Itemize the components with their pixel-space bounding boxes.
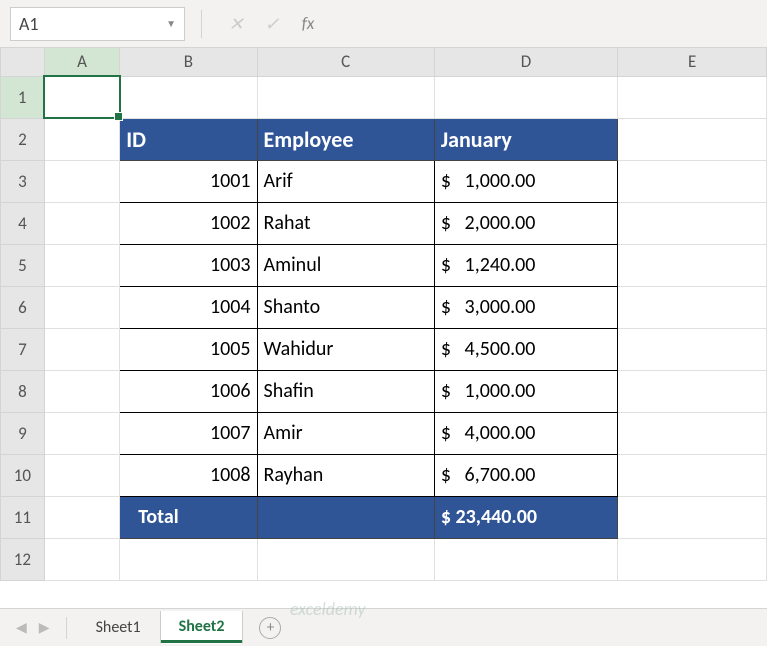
sheet-tabs-bar: ◀ ▶ Sheet1Sheet2 +	[0, 608, 767, 646]
cell-D9[interactable]: $ 4,000.00	[434, 412, 617, 454]
sheet-tab-sheet2[interactable]: Sheet2	[160, 611, 244, 644]
cell-E6[interactable]	[618, 286, 767, 328]
fx-icon[interactable]: fx	[290, 7, 326, 41]
cell-E8[interactable]	[618, 370, 767, 412]
column-header-B[interactable]: B	[120, 48, 257, 76]
cell-B10[interactable]: 1008	[120, 454, 257, 496]
cell-C6[interactable]: Shanto	[257, 286, 434, 328]
confirm-formula-button[interactable]: ✓	[254, 7, 290, 41]
cell-E4[interactable]	[618, 202, 767, 244]
cell-A1[interactable]	[44, 76, 119, 118]
cell-A8[interactable]	[44, 370, 119, 412]
tab-nav-next-icon[interactable]: ▶	[33, 619, 56, 636]
cell-C7[interactable]: Wahidur	[257, 328, 434, 370]
cell-B4[interactable]: 1002	[120, 202, 257, 244]
cell-C9[interactable]: Amir	[257, 412, 434, 454]
cell-C10[interactable]: Rayhan	[257, 454, 434, 496]
cell-E7[interactable]	[618, 328, 767, 370]
row-header-3[interactable]: 3	[1, 160, 45, 202]
cell-A3[interactable]	[44, 160, 119, 202]
cell-A7[interactable]	[44, 328, 119, 370]
cell-E10[interactable]	[618, 454, 767, 496]
column-header-C[interactable]: C	[257, 48, 434, 76]
sheet-tab-sheet1[interactable]: Sheet1	[77, 611, 160, 644]
row-header-6[interactable]: 6	[1, 286, 45, 328]
cell-C4[interactable]: Rahat	[257, 202, 434, 244]
cell-A5[interactable]	[44, 244, 119, 286]
spreadsheet-grid: ABCDE 12IDEmployeeJanuary31001Arif$ 1,00…	[0, 48, 767, 608]
cell-C11[interactable]	[257, 496, 434, 538]
cell-D2[interactable]: January	[434, 118, 617, 160]
cell-D12[interactable]	[434, 538, 617, 580]
row-header-8[interactable]: 8	[1, 370, 45, 412]
formula-input[interactable]	[326, 7, 757, 41]
cell-A9[interactable]	[44, 412, 119, 454]
column-header-A[interactable]: A	[44, 48, 119, 76]
row-header-12[interactable]: 12	[1, 538, 45, 580]
cell-B1[interactable]	[120, 76, 257, 118]
row-header-11[interactable]: 11	[1, 496, 45, 538]
cell-D1[interactable]	[434, 76, 617, 118]
cell-A6[interactable]	[44, 286, 119, 328]
grid-table: ABCDE 12IDEmployeeJanuary31001Arif$ 1,00…	[0, 48, 767, 581]
cell-B3[interactable]: 1001	[120, 160, 257, 202]
cell-E11[interactable]	[618, 496, 767, 538]
tab-nav-prev-icon[interactable]: ◀	[10, 619, 33, 636]
formula-bar: A1 ▼ ✕ ✓ fx	[0, 0, 767, 48]
select-all-corner[interactable]	[1, 48, 45, 76]
cell-C1[interactable]	[257, 76, 434, 118]
cell-A12[interactable]	[44, 538, 119, 580]
cell-D7[interactable]: $ 4,500.00	[434, 328, 617, 370]
row-header-9[interactable]: 9	[1, 412, 45, 454]
cell-A4[interactable]	[44, 202, 119, 244]
cell-B11[interactable]: Total	[120, 496, 257, 538]
row-header-10[interactable]: 10	[1, 454, 45, 496]
row-header-2[interactable]: 2	[1, 118, 45, 160]
cell-E12[interactable]	[618, 538, 767, 580]
cell-A11[interactable]	[44, 496, 119, 538]
cell-E1[interactable]	[618, 76, 767, 118]
cell-D6[interactable]: $ 3,000.00	[434, 286, 617, 328]
cell-A10[interactable]	[44, 454, 119, 496]
cell-E2[interactable]	[618, 118, 767, 160]
column-header-E[interactable]: E	[618, 48, 767, 76]
cell-E3[interactable]	[618, 160, 767, 202]
row-header-5[interactable]: 5	[1, 244, 45, 286]
column-header-D[interactable]: D	[434, 48, 617, 76]
name-box[interactable]: A1 ▼	[10, 7, 185, 41]
cell-B6[interactable]: 1004	[120, 286, 257, 328]
chevron-down-icon[interactable]: ▼	[166, 17, 176, 30]
row-header-4[interactable]: 4	[1, 202, 45, 244]
cell-C8[interactable]: Shafin	[257, 370, 434, 412]
cell-B9[interactable]: 1007	[120, 412, 257, 454]
cell-C3[interactable]: Arif	[257, 160, 434, 202]
cell-B5[interactable]: 1003	[120, 244, 257, 286]
divider	[66, 617, 67, 639]
row-header-1[interactable]: 1	[1, 76, 45, 118]
cell-E9[interactable]	[618, 412, 767, 454]
cell-C5[interactable]: Aminul	[257, 244, 434, 286]
cell-E5[interactable]	[618, 244, 767, 286]
add-sheet-button[interactable]: +	[259, 617, 281, 639]
row-header-7[interactable]: 7	[1, 328, 45, 370]
cell-B2[interactable]: ID	[120, 118, 257, 160]
cell-C12[interactable]	[257, 538, 434, 580]
cell-D10[interactable]: $ 6,700.00	[434, 454, 617, 496]
cell-B7[interactable]: 1005	[120, 328, 257, 370]
divider	[201, 10, 202, 38]
cell-C2[interactable]: Employee	[257, 118, 434, 160]
cell-A2[interactable]	[44, 118, 119, 160]
cell-B12[interactable]	[120, 538, 257, 580]
cell-D3[interactable]: $ 1,000.00	[434, 160, 617, 202]
cell-D11[interactable]: $ 23,440.00	[434, 496, 617, 538]
cell-D8[interactable]: $ 1,000.00	[434, 370, 617, 412]
cell-D5[interactable]: $ 1,240.00	[434, 244, 617, 286]
cancel-formula-button[interactable]: ✕	[218, 7, 254, 41]
cell-B8[interactable]: 1006	[120, 370, 257, 412]
cell-D4[interactable]: $ 2,000.00	[434, 202, 617, 244]
name-box-value: A1	[19, 13, 39, 35]
